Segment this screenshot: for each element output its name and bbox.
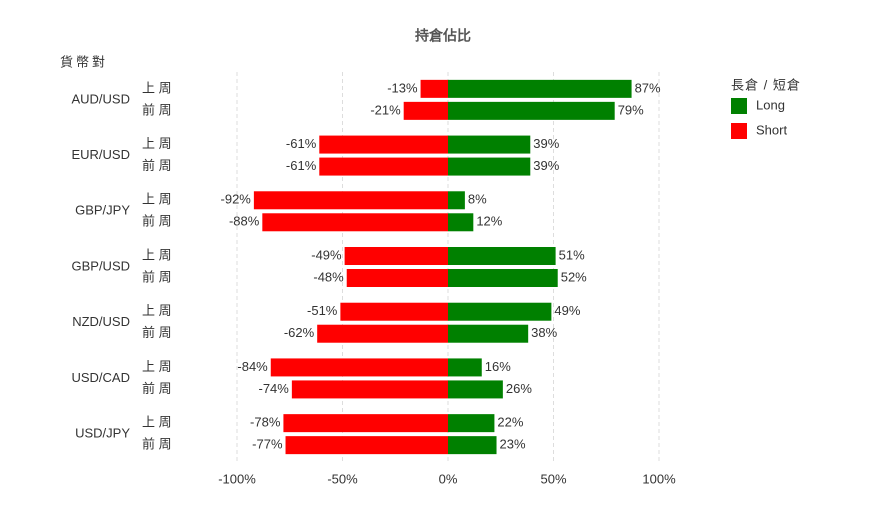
data-label: -88% xyxy=(229,214,260,229)
data-label: -21% xyxy=(370,102,401,117)
data-label: 52% xyxy=(561,269,587,284)
bar xyxy=(448,79,632,98)
category-label: GBP/USD xyxy=(71,258,130,273)
x-tick-label: 100% xyxy=(642,471,676,486)
period-label: 上 周 xyxy=(142,247,172,262)
y-axis-label: 貨幣對 xyxy=(60,54,108,69)
data-label: 22% xyxy=(497,415,523,430)
bar xyxy=(291,380,448,399)
legend-swatch xyxy=(731,123,747,139)
bar xyxy=(317,324,448,343)
data-label: 12% xyxy=(476,214,502,229)
x-tick-label: 50% xyxy=(540,471,566,486)
data-label: -61% xyxy=(286,136,317,151)
data-label: 79% xyxy=(618,102,644,117)
period-label: 前 周 xyxy=(142,269,172,284)
legend-title: 長倉 / 短倉 xyxy=(731,77,801,92)
period-label: 前 周 xyxy=(142,381,172,396)
data-label: 87% xyxy=(635,80,661,95)
legend-label: Short xyxy=(756,122,787,137)
data-label: 38% xyxy=(531,325,557,340)
period-label: 前 周 xyxy=(142,437,172,452)
data-label: 23% xyxy=(500,437,526,452)
data-label: -61% xyxy=(286,158,317,173)
data-label: -51% xyxy=(307,303,338,318)
category-label: NZD/USD xyxy=(72,314,130,329)
bar xyxy=(448,157,531,176)
bar xyxy=(448,101,615,120)
category-label: EUR/USD xyxy=(71,147,130,162)
data-label: 39% xyxy=(533,136,559,151)
category-label: USD/CAD xyxy=(71,370,130,385)
data-label: -78% xyxy=(250,415,281,430)
data-label: -49% xyxy=(311,247,342,262)
period-label: 上 周 xyxy=(142,192,172,207)
bar xyxy=(262,213,448,232)
data-label: -84% xyxy=(237,359,268,374)
data-label: 8% xyxy=(468,192,487,207)
bar xyxy=(285,436,448,455)
bar xyxy=(270,358,448,377)
bar xyxy=(403,101,448,120)
period-label: 前 周 xyxy=(142,214,172,229)
bar xyxy=(319,135,448,154)
bar xyxy=(448,358,482,377)
data-label: -74% xyxy=(259,381,290,396)
bar xyxy=(319,157,448,176)
data-label: -13% xyxy=(387,80,418,95)
bar xyxy=(448,302,552,321)
category-label: GBP/JPY xyxy=(75,203,130,218)
bar xyxy=(344,247,448,265)
period-label: 前 周 xyxy=(142,158,172,173)
data-label: 26% xyxy=(506,381,532,396)
period-label: 上 周 xyxy=(142,415,172,430)
period-label: 上 周 xyxy=(142,80,172,95)
bar xyxy=(346,269,448,287)
bar xyxy=(448,191,465,210)
period-label: 上 周 xyxy=(142,136,172,151)
period-label: 前 周 xyxy=(142,325,172,340)
period-label: 上 周 xyxy=(142,303,172,318)
data-label: 16% xyxy=(485,359,511,374)
bar xyxy=(448,269,558,287)
bar xyxy=(448,324,529,343)
x-tick-label: 0% xyxy=(439,471,458,486)
data-label: 49% xyxy=(554,303,580,318)
category-label: USD/JPY xyxy=(75,426,130,441)
x-tick-label: -100% xyxy=(218,471,256,486)
data-label: 51% xyxy=(559,247,585,262)
bar xyxy=(283,414,448,433)
data-label: 39% xyxy=(533,158,559,173)
bar xyxy=(253,191,448,210)
period-label: 上 周 xyxy=(142,359,172,374)
x-tick-label: -50% xyxy=(327,471,358,486)
bar xyxy=(340,302,448,321)
bar xyxy=(448,135,531,154)
category-label: AUD/USD xyxy=(71,91,130,106)
data-label: -48% xyxy=(313,269,344,284)
bar xyxy=(448,247,556,265)
data-label: -77% xyxy=(252,437,283,452)
bar xyxy=(448,380,503,399)
bar xyxy=(420,79,448,98)
bar xyxy=(448,213,474,232)
bar xyxy=(448,414,495,433)
chart-title: 持倉佔比 xyxy=(415,28,471,44)
legend-swatch xyxy=(731,98,747,114)
period-label: 前 周 xyxy=(142,102,172,117)
legend-label: Long xyxy=(756,97,785,112)
data-label: -62% xyxy=(284,325,315,340)
bar xyxy=(448,436,497,455)
data-label: -92% xyxy=(221,192,252,207)
